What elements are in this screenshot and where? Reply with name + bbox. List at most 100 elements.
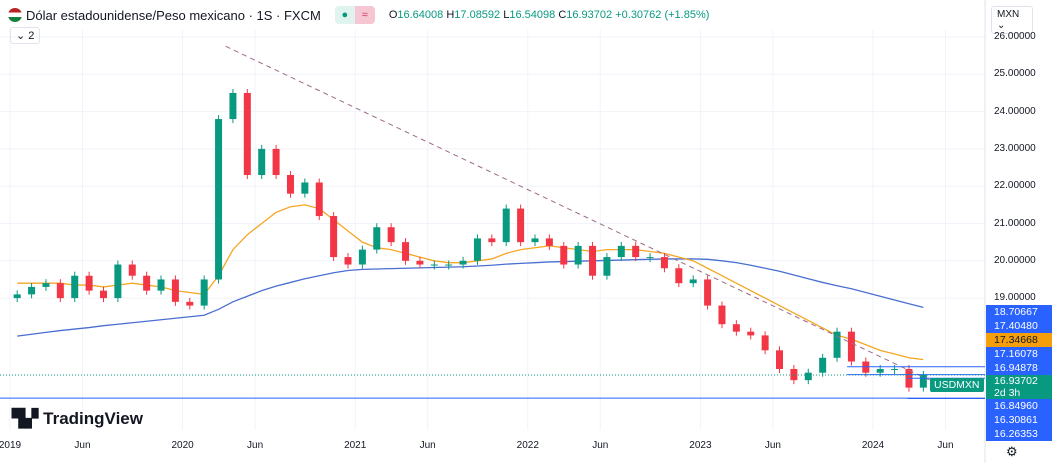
candle — [99, 290, 107, 299]
price-badge-line: 18.70667 — [986, 305, 1052, 319]
candle — [171, 279, 179, 302]
flag-icon — [8, 8, 22, 22]
open-label: O — [388, 9, 398, 21]
candle — [42, 283, 50, 287]
trendline — [225, 45, 946, 389]
candle — [186, 301, 194, 306]
high-value: 17.08592 — [454, 9, 501, 21]
price-tick-label: 20.00000 — [994, 254, 1036, 266]
market-open-dot-icon[interactable]: ● — [334, 6, 355, 24]
candle — [488, 238, 496, 243]
time-tick-label: Jun — [592, 440, 609, 451]
price-tick-label: 21.00000 — [994, 217, 1036, 229]
candle — [804, 372, 812, 381]
price-badge-line: 16.94878 — [986, 361, 1052, 375]
candle — [459, 260, 467, 265]
change-value: +0.30762 (+1.85%) — [615, 9, 710, 21]
symbol-tag: USDMXN — [930, 378, 984, 392]
high-label: H — [446, 9, 455, 21]
candle — [876, 368, 884, 373]
ma-short-line — [17, 204, 924, 361]
ma-long-line — [17, 258, 924, 337]
candle — [13, 294, 21, 299]
candle — [847, 331, 855, 362]
close-label: C — [558, 9, 567, 21]
data-delay-icon[interactable]: ≈ — [354, 6, 375, 24]
status-pill[interactable]: ● ≈ — [334, 6, 375, 24]
candle — [387, 227, 395, 243]
candle — [330, 216, 338, 258]
candle — [660, 257, 668, 269]
price-badge-line: 16.30861 — [986, 413, 1052, 427]
candle — [646, 257, 654, 259]
candle — [891, 368, 899, 370]
candle — [272, 148, 280, 176]
price-badge-line: 16.26353 — [986, 427, 1052, 441]
candle — [617, 245, 625, 258]
time-tick-label: 2023 — [689, 440, 712, 451]
time-tick-label: Jun — [764, 440, 781, 451]
candle — [747, 331, 755, 336]
time-tick-label: 2024 — [861, 440, 885, 451]
candle — [430, 264, 438, 266]
candle — [675, 268, 683, 284]
candle — [761, 335, 769, 351]
currency-select[interactable]: MXN ⌄ — [991, 6, 1033, 34]
open-value: 16.64008 — [397, 9, 444, 21]
close-value: 16.93702 — [566, 9, 613, 21]
candle — [603, 257, 611, 276]
candle — [517, 208, 525, 243]
price-tick-label: 23.00000 — [994, 142, 1036, 154]
candle — [215, 119, 223, 280]
time-tick-label: 2022 — [516, 440, 539, 451]
candle — [732, 324, 740, 332]
price-badge-line: 17.16078 — [986, 347, 1052, 361]
candle — [157, 279, 165, 291]
candle — [402, 242, 410, 261]
candle — [28, 286, 36, 295]
indicators-toggle[interactable]: ⌄ 2 — [10, 27, 41, 44]
price-tick-label: 24.00000 — [994, 105, 1036, 117]
candle — [776, 350, 784, 369]
candle — [473, 238, 481, 261]
ohlc-values: O16.64008 H17.08592 L16.54098 C16.93702 … — [389, 9, 710, 21]
candle — [689, 279, 697, 284]
candle — [531, 238, 539, 243]
price-tick-label: 25.00000 — [994, 68, 1036, 80]
candle — [560, 245, 568, 265]
settings-gear-icon[interactable]: ⚙ — [1006, 444, 1018, 459]
candle — [718, 305, 726, 325]
price-tick-label: 22.00000 — [994, 180, 1036, 192]
candle — [632, 245, 640, 258]
time-tick-label: 2019 — [0, 440, 22, 451]
candle — [200, 279, 208, 306]
price-badge-last: 16.93702 2d 3h — [986, 375, 1052, 399]
price-badge-line: 16.84960 — [986, 399, 1052, 413]
candle — [833, 331, 841, 358]
candle — [85, 275, 93, 291]
candle — [143, 275, 151, 291]
price-badge-line: 17.40480 — [986, 319, 1052, 333]
time-tick-label: 2021 — [344, 440, 367, 451]
time-tick-label: Jun — [419, 440, 436, 451]
logo-text: TradingView — [43, 409, 143, 428]
candle — [128, 264, 136, 276]
candle — [545, 238, 553, 246]
low-value: 16.54098 — [509, 9, 556, 21]
candle — [229, 92, 237, 120]
time-tick-label: Jun — [937, 440, 954, 451]
candle — [71, 275, 79, 299]
tradingview-logo-icon: ▜▞ — [12, 409, 39, 428]
candle — [56, 283, 64, 299]
time-tick-label: Jun — [247, 440, 264, 451]
candle — [114, 264, 122, 299]
price-badge-ma: 17.34668 — [986, 333, 1052, 347]
candle — [301, 182, 309, 194]
candle — [358, 249, 366, 265]
candle — [790, 368, 798, 381]
candle — [258, 148, 266, 176]
symbol-title[interactable]: Dólar estadounidense/Peso mexicano · 1S … — [26, 7, 321, 23]
low-label: L — [503, 9, 510, 21]
